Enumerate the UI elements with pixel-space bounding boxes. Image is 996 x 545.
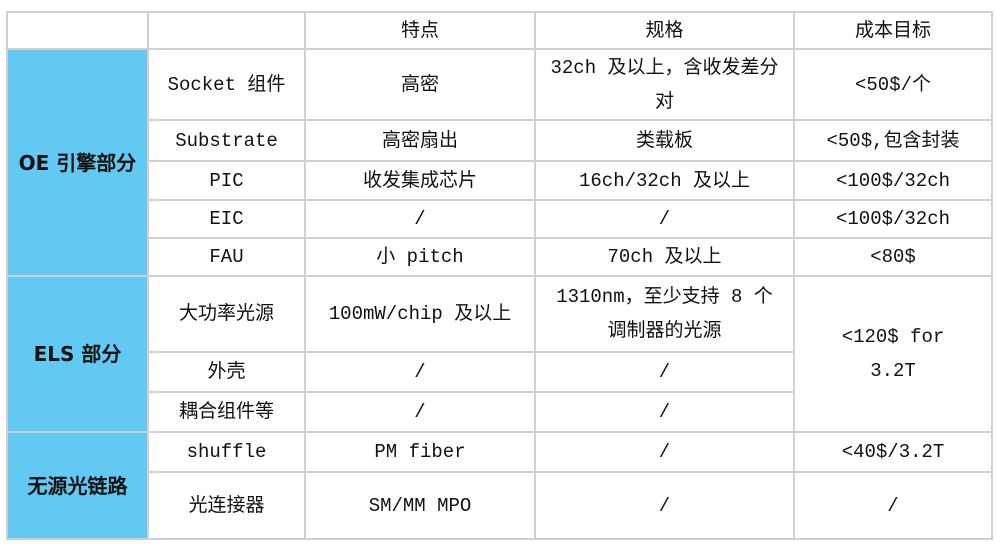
feature-cell: 收发集成芯片 [304, 160, 536, 201]
header-cell-empty [6, 11, 149, 50]
feature-cell: 高密 [304, 48, 536, 121]
item-cell: 大功率光源 [147, 275, 306, 353]
header-row: 特点 规格 成本目标 [6, 11, 993, 50]
spec-cell: 1310nm，至少支持 8 个调制器的光源 [534, 275, 795, 353]
feature-cell: PM fiber [304, 431, 536, 473]
item-cell: FAU [147, 237, 306, 277]
table-row: OE 引擎部分 Socket 组件 高密 32ch 及以上，含收发差分对 <50… [6, 48, 993, 277]
item-cell: shuffle [147, 431, 306, 473]
spec-cell: / [534, 351, 795, 393]
spec-table: 特点 规格 成本目标 OE 引擎部分 Socket 组件 高密 32ch 及以上… [6, 11, 993, 540]
feature-cell: / [304, 351, 536, 393]
feature-cell: SM/MM MPO [304, 471, 536, 540]
table-row: PIC 收发集成芯片 16ch/32ch 及以上 <100$/32ch [7, 160, 993, 201]
item-cell: EIC [147, 199, 306, 239]
category-oe: OE 引擎部分 [6, 48, 149, 277]
cost-cell: <40$/3.2T [793, 431, 993, 473]
feature-cell: 小 pitch [304, 237, 536, 277]
table-row: EIC / / <100$/32ch [7, 199, 993, 239]
feature-cell: 高密扇出 [304, 119, 536, 162]
spec-cell: / [534, 471, 795, 540]
table-row: FAU 小 pitch 70ch 及以上 <80$ [7, 237, 993, 277]
table-row: 外壳 / / [7, 351, 992, 393]
cost-cell: / [793, 471, 993, 540]
cost-cell: <100$/32ch [793, 160, 993, 201]
header-cost: 成本目标 [793, 11, 993, 50]
header-feature: 特点 [304, 11, 536, 50]
item-cell: Substrate [147, 119, 306, 162]
spec-cell: 16ch/32ch 及以上 [534, 160, 795, 201]
spec-cell: 32ch 及以上，含收发差分对 [534, 48, 795, 121]
header-cell-empty [147, 11, 306, 50]
table-row: 无源光链路 shuffle PM fiber / <40$/3.2T [6, 431, 993, 540]
cost-cell: <50$,包含封装 [793, 119, 993, 162]
table-row: ELS 部分 大功率光源 100mW/chip 及以上 1310nm，至少支持 … [6, 275, 993, 433]
item-cell: 外壳 [147, 351, 306, 393]
category-passive: 无源光链路 [6, 431, 149, 540]
feature-cell: 100mW/chip 及以上 [304, 275, 536, 353]
spec-cell: / [534, 391, 795, 433]
item-cell: Socket 组件 [147, 48, 306, 121]
table-row: 耦合组件等 / / [7, 391, 992, 433]
item-cell: PIC [147, 160, 306, 201]
cost-cell: <120$ for 3.2T [793, 275, 993, 433]
spec-cell: / [534, 431, 795, 473]
spec-cell: 70ch 及以上 [534, 237, 795, 277]
table-row: Substrate 高密扇出 类载板 <50$,包含封装 [7, 119, 993, 162]
cost-cell: <80$ [793, 237, 993, 277]
cost-cell: <100$/32ch [793, 199, 993, 239]
spec-cell: 类载板 [534, 119, 795, 162]
feature-cell: / [304, 391, 536, 433]
item-cell: 光连接器 [147, 471, 306, 540]
item-cell: 耦合组件等 [147, 391, 306, 433]
header-spec: 规格 [534, 11, 795, 50]
table-row: 光连接器 SM/MM MPO / / [7, 471, 993, 540]
feature-cell: / [304, 199, 536, 239]
category-els: ELS 部分 [6, 275, 149, 433]
cost-cell: <50$/个 [793, 48, 993, 121]
spec-cell: / [534, 199, 795, 239]
